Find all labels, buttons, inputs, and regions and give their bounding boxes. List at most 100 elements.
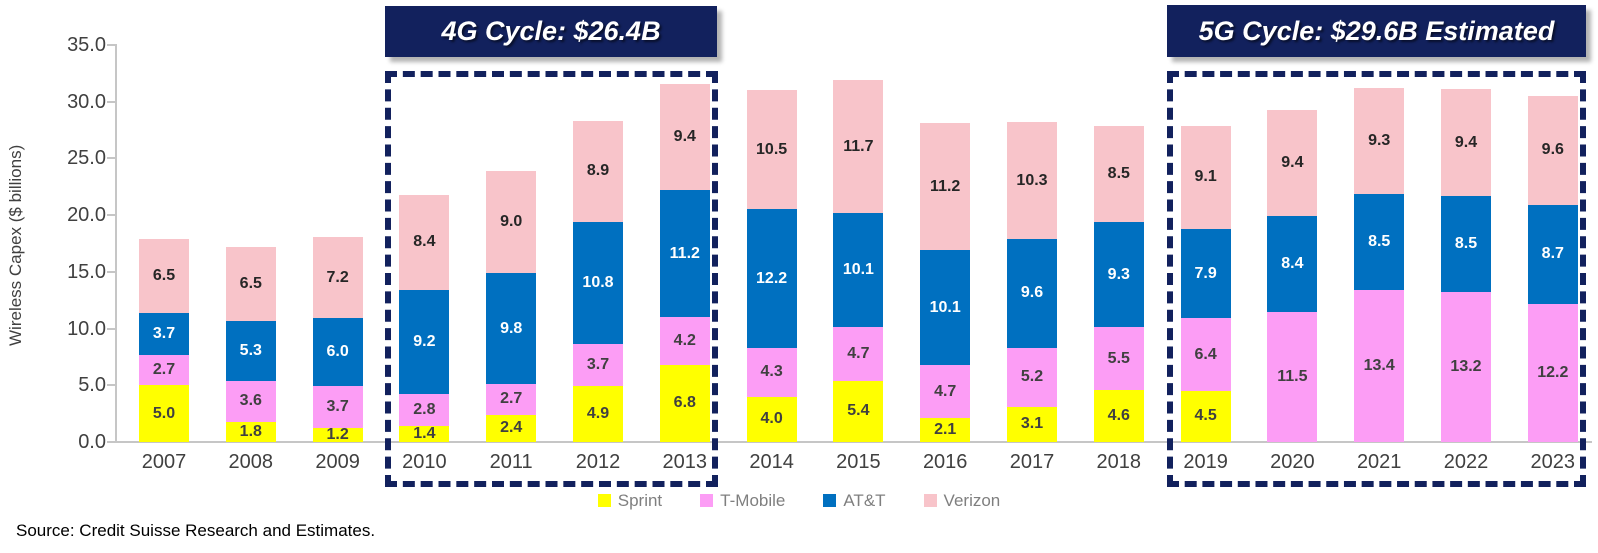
bar-2020-t-mobile: 11.5: [1267, 311, 1318, 442]
bar-value-label: 10.8: [582, 274, 614, 292]
bar-value-label: 7.9: [1194, 264, 1217, 282]
bar-2021-at-t: 8.5: [1354, 193, 1405, 290]
bar-2007-at-t: 3.7: [139, 312, 189, 355]
bar-2009-sprint: 1.2: [312, 427, 363, 443]
bar-value-label: 11.5: [1277, 367, 1308, 385]
y-axis-tick: [107, 270, 115, 273]
x-axis-label-2012: 2012: [575, 451, 621, 473]
bar-value-label: 9.3: [1107, 265, 1130, 283]
bar-value-label: 10.1: [929, 298, 961, 316]
y-axis-title: Wireless Capex ($ billions): [6, 144, 25, 346]
bar-value-label: 9.8: [500, 319, 523, 337]
bar-value-label: 8.4: [1281, 254, 1304, 272]
y-axis-tick: [107, 44, 115, 46]
bar-value-label: 7.2: [326, 268, 349, 286]
bar-2019-verizon: 9.1: [1180, 125, 1231, 229]
x-axis-label-2019: 2019: [1183, 451, 1228, 473]
annotation-title-5g-cycle: 5G Cycle: $29.6B Estimated: [1167, 5, 1586, 57]
bar-2023-at-t: 8.7: [1527, 204, 1578, 304]
x-axis-label-2008: 2008: [228, 451, 274, 473]
bar-value-label: 8.7: [1541, 245, 1564, 263]
bar-2011-verizon: 9.0: [486, 170, 537, 273]
bar-2016-verizon: 11.2: [920, 123, 971, 251]
bar-2012-t-mobile: 3.7: [573, 344, 623, 387]
y-axis-tick-label: 10.0: [67, 317, 106, 340]
legend-label: T-Mobile: [720, 490, 786, 510]
bar-value-label: 4.9: [586, 405, 610, 423]
x-axis-label-2017: 2017: [1009, 451, 1055, 473]
bar-value-label: 11.2: [930, 177, 961, 195]
x-axis-label-2011: 2011: [489, 451, 533, 473]
bar-2019-t-mobile: 6.4: [1180, 318, 1231, 391]
x-axis-label-2021: 2021: [1356, 451, 1402, 473]
bar-value-label: 6.5: [152, 266, 176, 284]
y-axis-tick: [107, 214, 115, 217]
bar-2019-sprint: 4.5: [1180, 390, 1231, 442]
bar-2008-sprint: 1.8: [225, 421, 276, 442]
bar-value-label: 9.4: [673, 127, 696, 145]
legend-swatch-sprint: [597, 493, 611, 507]
bar-value-label: 9.6: [1020, 284, 1044, 302]
bar-value-label: 11.2: [669, 244, 700, 262]
y-axis-tick: [107, 384, 115, 387]
bar-value-label: 4.2: [673, 332, 696, 350]
bar-value-label: 1.4: [413, 425, 436, 443]
y-axis-tick: [107, 327, 115, 330]
bar-value-label: 8.5: [1368, 232, 1391, 250]
bar-2010-verizon: 8.4: [399, 194, 450, 290]
bar-value-label: 6.4: [1194, 345, 1217, 363]
x-axis-label-2020: 2020: [1270, 451, 1315, 473]
bar-value-label: 4.3: [760, 363, 783, 381]
x-axis-label-2022: 2022: [1443, 451, 1489, 473]
bar-2013-at-t: 11.2: [659, 190, 710, 318]
y-axis-tick: [107, 157, 115, 160]
bar-2016-t-mobile: 4.7: [920, 364, 971, 419]
bar-2009-t-mobile: 3.7: [312, 386, 363, 429]
bar-2021-verizon: 9.3: [1354, 88, 1405, 194]
bar-value-label: 2.7: [152, 360, 176, 378]
bar-2012-verizon: 8.9: [573, 121, 623, 222]
x-axis-label-2009: 2009: [315, 451, 360, 473]
bar-2017-verizon: 10.3: [1007, 122, 1057, 239]
bar-2012-sprint: 4.9: [573, 386, 623, 442]
y-axis-tick-label: 20.0: [67, 204, 106, 227]
x-axis-label-2007: 2007: [141, 451, 187, 473]
bar-2014-sprint: 4.0: [746, 396, 797, 442]
bar-2009-verizon: 7.2: [312, 236, 363, 319]
bar-2017-at-t: 9.6: [1007, 238, 1057, 348]
bar-value-label: 3.7: [152, 324, 176, 342]
bar-value-label: 8.5: [1454, 235, 1478, 253]
bar-2014-at-t: 12.2: [746, 209, 797, 348]
bar-2017-sprint: 3.1: [1007, 406, 1057, 442]
bar-2018-sprint: 4.6: [1093, 389, 1144, 442]
bar-value-label: 8.5: [1107, 164, 1130, 182]
bar-value-label: 6.8: [673, 394, 696, 412]
legend-label: Verizon: [943, 490, 1001, 510]
y-axis-tick-label: 25.0: [67, 147, 106, 170]
legend-label: AT&T: [843, 490, 886, 510]
bar-2011-t-mobile: 2.7: [486, 384, 537, 415]
bar-2018-t-mobile: 5.5: [1093, 327, 1144, 390]
bar-2018-verizon: 8.5: [1093, 125, 1144, 222]
bar-2015-verizon: 11.7: [833, 80, 884, 213]
x-axis-label-2018: 2018: [1096, 451, 1142, 473]
bar-2012-at-t: 10.8: [573, 221, 623, 345]
bar-value-label: 3.7: [586, 356, 610, 374]
x-axis-line: [115, 441, 1592, 443]
bar-2009-at-t: 6.0: [312, 318, 363, 387]
bar-value-label: 6.0: [326, 343, 349, 361]
bar-2017-t-mobile: 5.2: [1007, 347, 1057, 407]
bar-2020-verizon: 9.4: [1267, 109, 1318, 217]
bar-value-label: 12.2: [756, 269, 788, 287]
bar-value-label: 2.7: [500, 390, 523, 408]
bar-value-label: 5.5: [1107, 349, 1130, 367]
bar-2011-sprint: 2.4: [486, 414, 537, 442]
bar-value-label: 13.4: [1363, 356, 1395, 374]
y-axis-tick-label: 0.0: [78, 431, 106, 453]
y-axis-tick-label: 30.0: [67, 90, 106, 113]
bar-2013-verizon: 9.4: [659, 83, 710, 191]
bar-value-label: 3.6: [239, 392, 262, 410]
legend-item-verizon: Verizon: [923, 490, 1001, 510]
bar-2023-t-mobile: 12.2: [1527, 303, 1578, 442]
x-axis-label-2013: 2013: [662, 451, 708, 473]
